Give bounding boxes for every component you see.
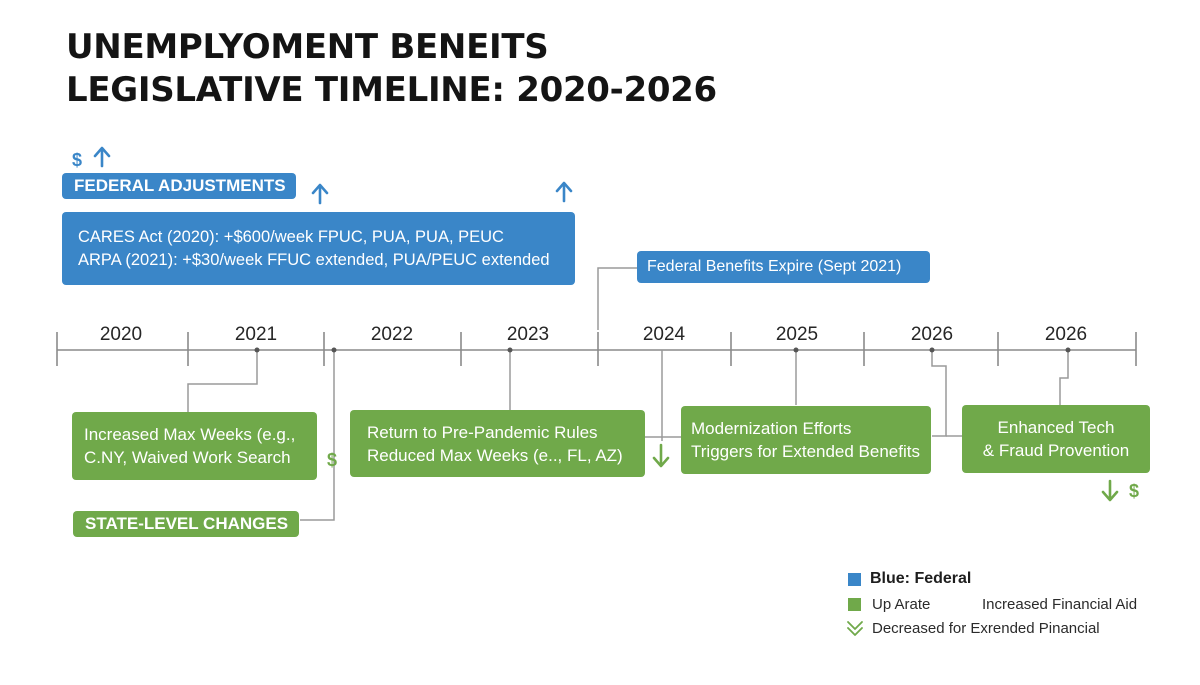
- legend-up-label: Up Arate: [872, 596, 931, 613]
- state-box-modernization: Modernization Efforts Triggers for Exten…: [681, 406, 931, 474]
- state-box-line: Increased Max Weeks (e.g.,: [84, 425, 296, 444]
- legend-swatch-up: [848, 598, 861, 611]
- legend-federal-label: Blue: Federal: [870, 570, 972, 587]
- year-label: 2023: [506, 324, 550, 345]
- title-line-2: LEGISLATIVE TIMELINE: 2020-2026: [66, 70, 717, 110]
- dollar-icon: $: [72, 150, 83, 170]
- year-label: 2021: [234, 324, 278, 345]
- federal-expire-label: Federal Benefits Expire (Sept 2021): [647, 258, 902, 275]
- state-box-line: & Fraud Provention: [982, 441, 1130, 460]
- dollar-icon: $: [327, 450, 338, 470]
- state-box-line: Triggers for Extended Benefits: [691, 442, 920, 461]
- title-line-1: UNEMPLYOMENT BENEITS: [66, 27, 549, 67]
- federal-adjustments-header: FEDERAL ADJUSTMENTS: [62, 173, 296, 199]
- down-arrow-icon: [1101, 479, 1119, 502]
- year-label: 2025: [775, 324, 819, 345]
- federal-act-cares: CARES Act (2020): +$600/week FPUC, PUA, …: [78, 227, 504, 246]
- federal-act-arpa: ARPA (2021): +$30/week FFUC extended, PU…: [78, 250, 550, 269]
- year-label: 2020: [99, 324, 143, 345]
- state-header-label: STATE-LEVEL CHANGES: [85, 514, 289, 533]
- state-box-line: Enhanced Tech: [997, 418, 1115, 437]
- page-title: UNEMPLYOMENT BENEITS LEGISLATIVE TIMELIN…: [66, 26, 966, 112]
- state-box-increased-max-weeks: Increased Max Weeks (e.g., C.NY, Waived …: [72, 412, 317, 480]
- year-label: 2022: [370, 324, 414, 345]
- connector-box-4c: [1059, 350, 1069, 405]
- legend-swatch-federal: [848, 573, 861, 586]
- federal-header-label: FEDERAL ADJUSTMENTS: [74, 176, 286, 195]
- state-box-line: Modernization Efforts: [691, 419, 852, 438]
- state-box-line: Return to Pre-Pandemic Rules: [367, 422, 598, 442]
- timeline-axis: [56, 332, 1137, 366]
- up-arrow-icon: [311, 183, 329, 205]
- state-box-line: C.NY, Waived Work Search: [84, 448, 291, 467]
- double-chevron-down-icon: [847, 621, 863, 636]
- year-label: 2026: [1044, 324, 1088, 345]
- legend-decreased-label: Decreased for Exrended Pinancial: [872, 620, 1100, 637]
- down-arrow-icon: [652, 443, 670, 468]
- federal-acts-box: CARES Act (2020): +$600/week FPUC, PUA, …: [62, 212, 575, 285]
- dollar-icon: $: [1129, 481, 1140, 501]
- federal-expire-box: Federal Benefits Expire (Sept 2021): [637, 251, 930, 283]
- up-arrow-icon: [93, 146, 111, 168]
- connector-state-header: [300, 350, 335, 521]
- year-label: 2026: [910, 324, 954, 345]
- state-box-return-pre-pandemic: Return to Pre-Pandemic Rules Reduced Max…: [350, 410, 645, 477]
- up-arrow-icon: [555, 181, 573, 203]
- expire-connector: [597, 267, 637, 330]
- timeline-dots: [254, 347, 1071, 353]
- state-box-enhanced-tech: Enhanced Tech & Fraud Provention: [962, 405, 1150, 473]
- connector-box-1: [187, 350, 258, 414]
- state-box-line: Reduced Max Weeks (e.., FL, AZ): [367, 445, 623, 465]
- year-label: 2024: [642, 324, 686, 345]
- state-level-changes-header: STATE-LEVEL CHANGES: [73, 511, 299, 537]
- legend-increased-label: Increased Financial Aid: [982, 596, 1138, 613]
- connector-lines: [187, 267, 1069, 521]
- connector-box-4: [931, 350, 947, 437]
